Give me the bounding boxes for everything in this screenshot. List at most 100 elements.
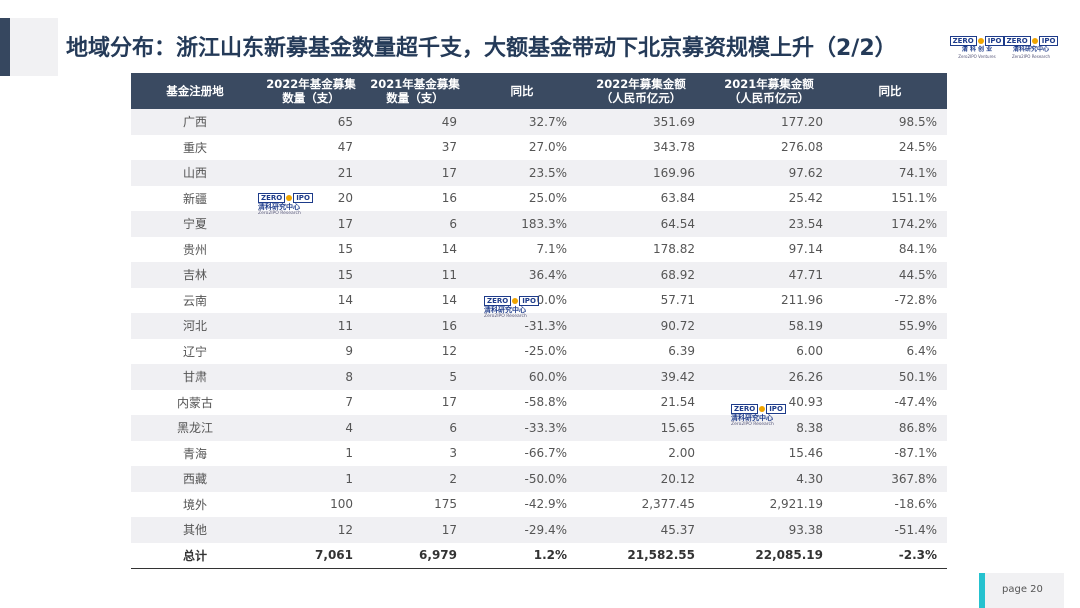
col-count-2021-cell: 6 xyxy=(363,211,467,237)
table-row: 宁夏 17 6 183.3% 64.54 23.54 174.2% xyxy=(131,211,947,237)
col-region-cell: 云南 xyxy=(131,287,259,313)
col-amount-yoy-cell: 98.5% xyxy=(833,109,947,135)
col-count-yoy-cell: 0.0% xyxy=(467,287,577,313)
col-region-cell: 贵州 xyxy=(131,236,259,262)
col-amount-2021-cell: 177.20 xyxy=(705,109,833,135)
col-count-2022-cell: 1 xyxy=(259,440,363,466)
watermark-dot-icon xyxy=(286,195,293,201)
col-count-2021-cell: 16 xyxy=(363,313,467,339)
col-count-2022-cell: 17 xyxy=(259,211,363,237)
col-count-2021-cell: 17 xyxy=(363,160,467,186)
col-amount-yoy-cell: -47.4% xyxy=(833,389,947,415)
col-count-yoy-cell: 25.0% xyxy=(467,185,577,211)
col-region-cell: 重庆 xyxy=(131,134,259,160)
col-amount-yoy-cell: -2.3% xyxy=(833,542,947,569)
logo-cn-text: 清科研究中心 xyxy=(1012,46,1049,53)
col-amount-2022-cell: 45.37 xyxy=(577,517,705,543)
header-col-count-2021: 2021年基金募集 数量（支） xyxy=(363,73,467,109)
col-amount-2021-cell: 47.71 xyxy=(705,262,833,288)
watermark-ipo-text: IPO xyxy=(293,193,313,203)
col-count-yoy-cell: -25.0% xyxy=(467,338,577,364)
watermark-en-text: Zero2IPO Research xyxy=(484,314,527,319)
table-row: 新疆 20 16 25.0% 63.84 25.42 151.1% xyxy=(131,185,947,211)
col-amount-2021-cell: 22,085.19 xyxy=(705,542,833,569)
table-row: 其他 12 17 -29.4% 45.37 93.38 -51.4% xyxy=(131,517,947,543)
logo-dot-icon xyxy=(1031,38,1038,44)
col-amount-2021-cell: 97.62 xyxy=(705,160,833,186)
col-amount-2022-cell: 90.72 xyxy=(577,313,705,339)
col-amount-2021-cell: 211.96 xyxy=(705,287,833,313)
col-count-yoy-cell: -50.0% xyxy=(467,466,577,492)
col-amount-2022-cell: 6.39 xyxy=(577,338,705,364)
col-amount-2022-cell: 63.84 xyxy=(577,185,705,211)
col-amount-2022-cell: 20.12 xyxy=(577,466,705,492)
col-amount-2021-cell: 97.14 xyxy=(705,236,833,262)
watermark-en-text: Zero2IPO Research xyxy=(258,211,301,216)
col-count-yoy-cell: 183.3% xyxy=(467,211,577,237)
table-row: 西藏 1 2 -50.0% 20.12 4.30 367.8% xyxy=(131,466,947,492)
col-count-yoy-cell: 27.0% xyxy=(467,134,577,160)
col-amount-2021-cell: 26.26 xyxy=(705,364,833,390)
table-row: 山西 21 17 23.5% 169.96 97.62 74.1% xyxy=(131,160,947,186)
col-region-cell: 黑龙江 xyxy=(131,415,259,441)
zero2ipo-ventures-logo: ZERO IPO 清 科 创 业 Zero2IPO Ventures xyxy=(949,36,1005,62)
logo-ipo-text: IPO xyxy=(1038,36,1059,46)
table-row: 河北 11 16 -31.3% 90.72 58.19 55.9% xyxy=(131,313,947,339)
header-col-region: 基金注册地 xyxy=(131,73,259,109)
table-row: 重庆 47 37 27.0% 343.78 276.08 24.5% xyxy=(131,134,947,160)
col-amount-yoy-cell: -72.8% xyxy=(833,287,947,313)
col-amount-2021-cell: 58.19 xyxy=(705,313,833,339)
col-count-2022-cell: 8 xyxy=(259,364,363,390)
watermark-cn-text: 清科研究中心 xyxy=(731,414,773,422)
table-total-row: 总计 7,061 6,979 1.2% 21,582.55 22,085.19 -2.3% xyxy=(131,542,947,569)
col-region-cell: 吉林 xyxy=(131,262,259,288)
page-indicator-box xyxy=(985,573,1064,608)
watermark-zero-text: ZERO xyxy=(484,296,512,306)
watermark-cn-text: 清科研究中心 xyxy=(484,306,526,314)
col-count-2021-cell: 14 xyxy=(363,287,467,313)
col-amount-2022-cell: 57.71 xyxy=(577,287,705,313)
col-count-2022-cell: 20 xyxy=(259,185,363,211)
col-region-cell: 西藏 xyxy=(131,466,259,492)
col-amount-2022-cell: 2.00 xyxy=(577,440,705,466)
col-amount-yoy-cell: 44.5% xyxy=(833,262,947,288)
col-count-yoy-cell: -42.9% xyxy=(467,491,577,517)
col-count-2021-cell: 3 xyxy=(363,440,467,466)
col-amount-yoy-cell: 55.9% xyxy=(833,313,947,339)
col-region-cell: 总计 xyxy=(131,542,259,569)
col-count-2022-cell: 4 xyxy=(259,415,363,441)
col-count-yoy-cell: -29.4% xyxy=(467,517,577,543)
col-amount-2022-cell: 343.78 xyxy=(577,134,705,160)
col-amount-2022-cell: 351.69 xyxy=(577,109,705,135)
watermark-zero-row: ZERO IPO xyxy=(731,404,786,414)
col-count-2021-cell: 6 xyxy=(363,415,467,441)
col-count-2021-cell: 37 xyxy=(363,134,467,160)
col-count-yoy-cell: 60.0% xyxy=(467,364,577,390)
col-amount-yoy-cell: 86.8% xyxy=(833,415,947,441)
col-count-2022-cell: 11 xyxy=(259,313,363,339)
col-amount-2021-cell: 23.54 xyxy=(705,211,833,237)
col-amount-2022-cell: 2,377.45 xyxy=(577,491,705,517)
col-amount-2021-cell: 40.93 xyxy=(705,389,833,415)
col-count-2021-cell: 11 xyxy=(363,262,467,288)
logo-zero-text: ZERO xyxy=(1003,36,1031,46)
table-row: 贵州 15 14 7.1% 178.82 97.14 84.1% xyxy=(131,236,947,262)
fund-region-table: 基金注册地 2022年基金募集 数量（支） 2021年基金募集 数量（支） 同比 2022年… xyxy=(131,73,947,569)
col-amount-2022-cell: 21,582.55 xyxy=(577,542,705,569)
table-row: 广西 65 49 32.7% 351.69 177.20 98.5% xyxy=(131,109,947,135)
table-header-row: 基金注册地 2022年基金募集 数量（支） 2021年基金募集 数量（支） 同比 2022年… xyxy=(131,73,947,109)
table-row: 境外 100 175 -42.9% 2,377.45 2,921.19 -18.6% xyxy=(131,491,947,517)
col-amount-yoy-cell: 6.4% xyxy=(833,338,947,364)
col-count-2021-cell: 17 xyxy=(363,517,467,543)
col-amount-yoy-cell: -51.4% xyxy=(833,517,947,543)
col-count-2022-cell: 15 xyxy=(259,236,363,262)
col-amount-2022-cell: 39.42 xyxy=(577,364,705,390)
page-number: page 20 xyxy=(1002,584,1043,595)
col-count-2022-cell: 9 xyxy=(259,338,363,364)
table-body: 广西 65 49 32.7% 351.69 177.20 98.5% 重庆 47 37 27.0% 3… xyxy=(131,109,947,569)
col-amount-yoy-cell: -18.6% xyxy=(833,491,947,517)
col-count-2022-cell: 47 xyxy=(259,134,363,160)
col-region-cell: 内蒙古 xyxy=(131,389,259,415)
col-amount-2021-cell: 8.38 xyxy=(705,415,833,441)
title-accent-box xyxy=(10,18,58,76)
